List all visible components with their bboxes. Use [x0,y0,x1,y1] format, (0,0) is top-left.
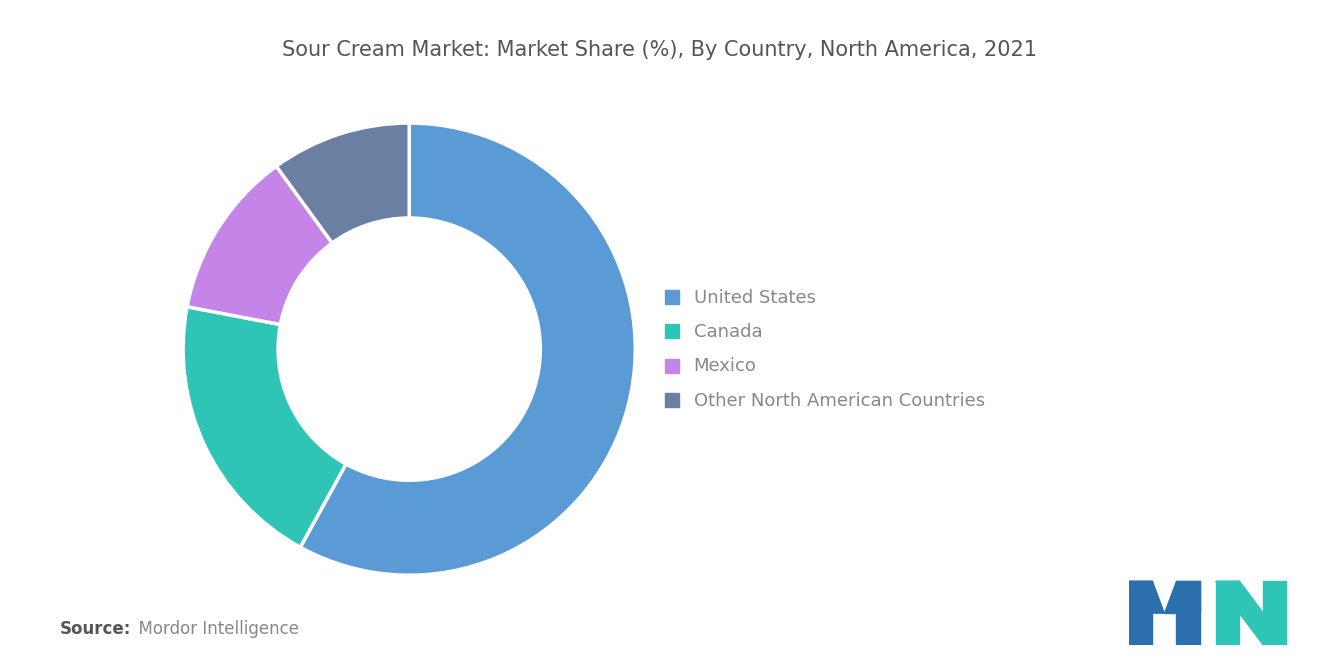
Polygon shape [1176,581,1200,645]
Polygon shape [1216,581,1239,645]
Text: Sour Cream Market: Market Share (%), By Country, North America, 2021: Sour Cream Market: Market Share (%), By … [282,40,1038,60]
Legend: United States, Canada, Mexico, Other North American Countries: United States, Canada, Mexico, Other Nor… [656,280,994,418]
Polygon shape [1129,581,1152,645]
Wedge shape [276,123,409,243]
Polygon shape [1129,581,1164,613]
Wedge shape [300,123,635,575]
Text: Source:: Source: [59,620,131,638]
Wedge shape [187,166,333,325]
Polygon shape [1164,581,1200,613]
Wedge shape [183,307,346,547]
Text: Mordor Intelligence: Mordor Intelligence [128,620,300,638]
Polygon shape [1216,581,1287,645]
Polygon shape [1263,581,1287,645]
